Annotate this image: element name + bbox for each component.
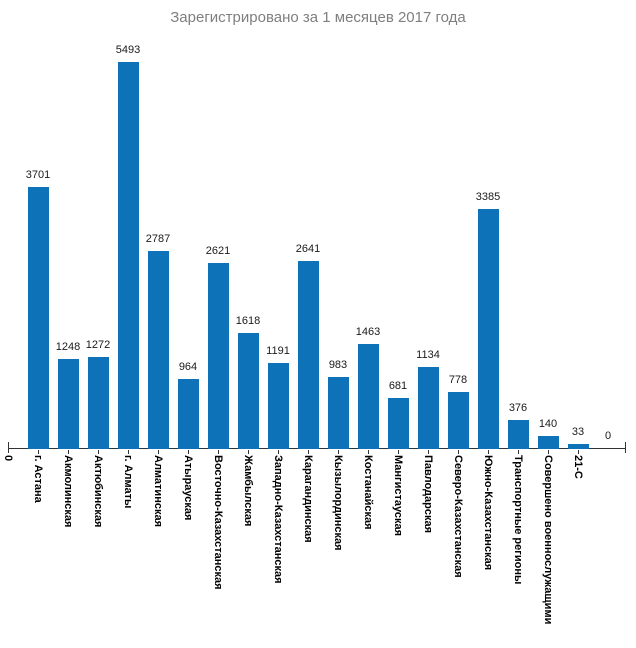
bar [568, 444, 589, 449]
x-axis-category-label: Акмолинская [62, 455, 74, 528]
bar-value-label: 3385 [475, 191, 501, 203]
bar-value-label: 2621 [205, 245, 231, 257]
bar-value-label: 964 [178, 361, 198, 373]
x-axis-tick [158, 450, 159, 454]
bar-value-label: 1618 [235, 315, 261, 327]
x-axis-category-label: Костанайская [362, 455, 374, 530]
bar [328, 377, 349, 449]
x-axis-category-label: Кызылординская [332, 455, 344, 551]
x-axis-origin-label: 0 [2, 455, 14, 462]
x-axis-category-label: Актюбинская [92, 455, 104, 528]
x-axis-tick [548, 450, 549, 454]
x-axis-tick [458, 450, 459, 454]
x-axis-tick [188, 450, 189, 454]
bar-value-label: 1272 [85, 339, 111, 351]
x-axis-tick [578, 450, 579, 454]
x-axis-start-tick [8, 442, 9, 453]
bar-value-label: 778 [448, 374, 468, 386]
bar [538, 436, 559, 449]
x-axis-tick [308, 450, 309, 454]
x-axis-tick [68, 450, 69, 454]
x-axis-category-label: Карагандинская [302, 455, 314, 543]
x-axis-tick [248, 450, 249, 454]
x-axis-category-label: Северо-Казахстанская [452, 455, 464, 578]
bar [298, 261, 319, 449]
bar-value-label: 2641 [295, 243, 321, 255]
bar [208, 263, 229, 449]
bar [268, 363, 289, 449]
x-axis-category-label: Транспортные регионы [512, 455, 524, 585]
x-axis-end-tick [625, 442, 626, 453]
bar-value-label: 376 [508, 402, 528, 414]
x-axis-tick [38, 450, 39, 454]
x-axis-tick [338, 450, 339, 454]
trailing-zero-value-label: 0 [604, 430, 612, 442]
plot-area: 3701 г. Астана 1248 Акмолинская 1272 Актюбинс… [2, 0, 628, 624]
x-axis-tick [398, 450, 399, 454]
bar-value-label: 3701 [25, 169, 51, 181]
x-axis-category-label: Южно-Казахстанская [482, 455, 494, 571]
bar-value-label: 2787 [145, 233, 171, 245]
bar [478, 209, 499, 449]
bar-value-label: 140 [538, 418, 558, 430]
bar [88, 357, 109, 449]
x-axis-category-label: Восточно-Казахстанская [212, 455, 224, 590]
x-axis-category-label: Мангистауская [392, 455, 404, 537]
bar [58, 359, 79, 449]
x-axis-category-label: Совершено военнослужащими [542, 455, 554, 625]
bar-value-label: 1134 [416, 349, 440, 361]
x-axis-category-label: Жамбылская [242, 455, 254, 527]
x-axis-category-label: Павлодарская [422, 455, 434, 534]
x-axis-tick [278, 450, 279, 454]
bar-value-label: 983 [328, 359, 348, 371]
bar-value-label: 33 [571, 426, 585, 438]
bar [448, 392, 469, 449]
x-axis-tick [98, 450, 99, 454]
x-axis-category-label: Атырауская [182, 455, 194, 521]
bar [148, 251, 169, 449]
x-axis-category-label: Западно-Казахстанская [272, 455, 284, 584]
bar [358, 344, 379, 449]
x-axis-category-label: Алматинская [152, 455, 164, 527]
bar [508, 420, 529, 449]
x-axis-tick [428, 450, 429, 454]
bar [178, 379, 199, 449]
bar [418, 367, 439, 449]
x-axis-tick [488, 450, 489, 454]
bar-value-label: 5493 [115, 44, 141, 56]
chart-title: Зарегистрировано за 1 месяцев 2017 года [170, 9, 466, 26]
bar [238, 333, 259, 449]
bar-value-label: 1248 [55, 341, 81, 353]
x-axis-category-label: г. Алматы [122, 455, 134, 509]
bar-value-label: 1191 [266, 345, 290, 357]
x-axis-tick [368, 450, 369, 454]
bar [388, 398, 409, 449]
x-axis-tick [128, 450, 129, 454]
x-axis-category-label: г. Астана [32, 455, 44, 503]
bar-value-label: 1463 [355, 326, 381, 338]
x-axis-tick [218, 450, 219, 454]
bar [28, 187, 49, 449]
bar [118, 62, 139, 449]
x-axis-category-label: 21-С [572, 455, 584, 479]
bar-value-label: 681 [388, 380, 408, 392]
x-axis-tick [518, 450, 519, 454]
